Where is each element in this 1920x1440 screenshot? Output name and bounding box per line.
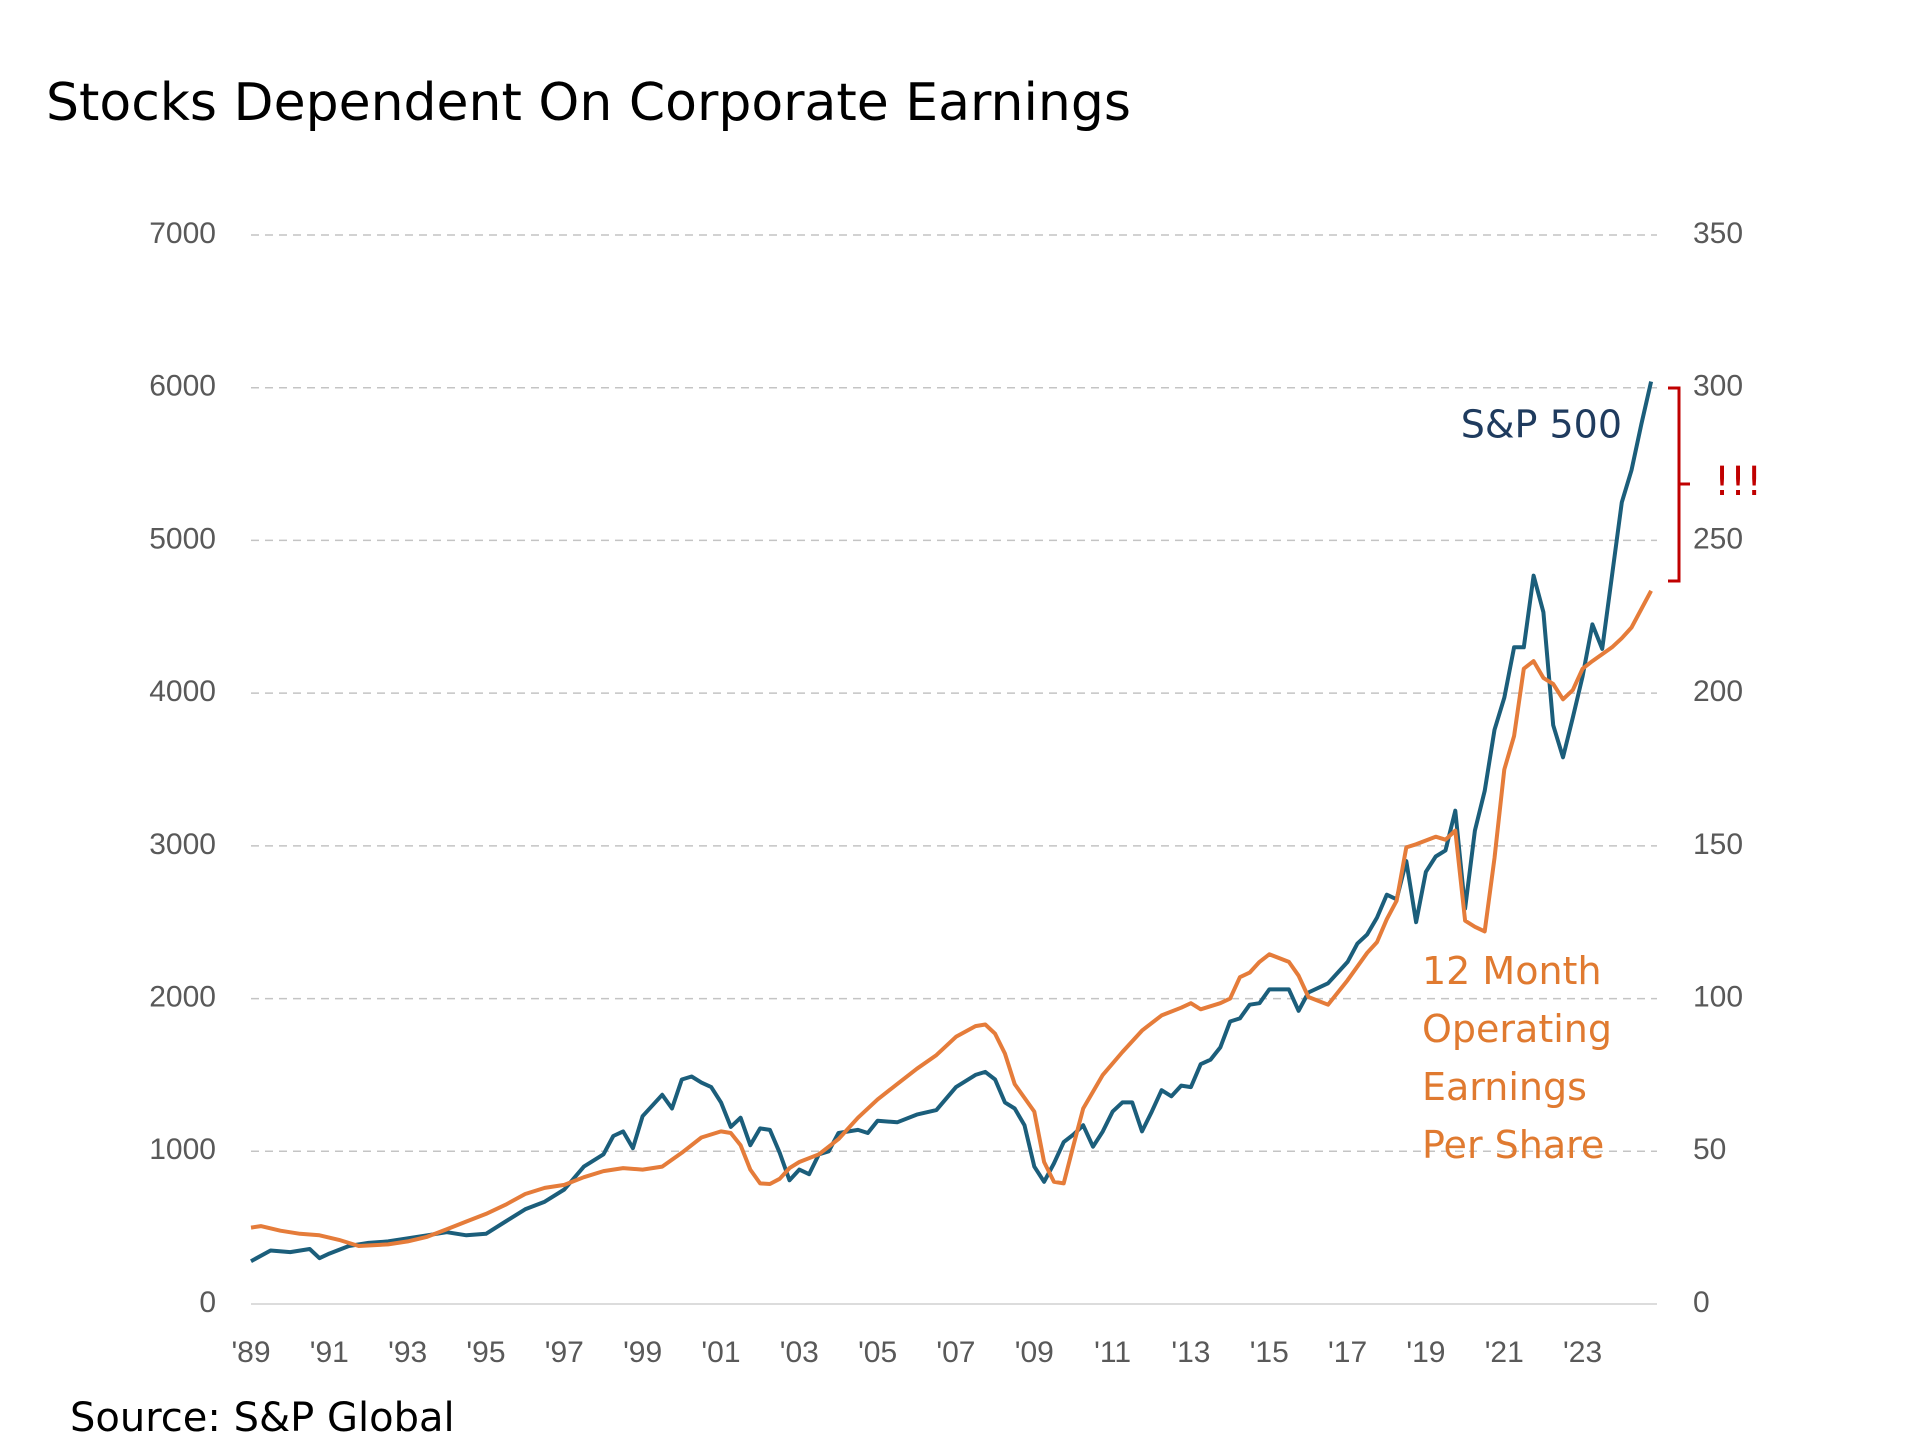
x-tick-label: '93 bbox=[388, 1336, 427, 1369]
x-tick-label: '15 bbox=[1250, 1336, 1289, 1369]
x-tick-label: '23 bbox=[1563, 1336, 1602, 1369]
x-tick-label: '97 bbox=[545, 1336, 584, 1369]
x-tick-label: '91 bbox=[310, 1336, 349, 1369]
x-tick-label: '09 bbox=[1015, 1336, 1054, 1369]
y2-tick-label: 250 bbox=[1693, 522, 1743, 555]
y2-tick-label: 150 bbox=[1693, 828, 1743, 861]
x-tick-label: '95 bbox=[466, 1336, 505, 1369]
x-tick-label: '21 bbox=[1485, 1336, 1524, 1369]
y2-tick-label: 300 bbox=[1693, 370, 1743, 403]
y2-tick-label: 350 bbox=[1693, 217, 1743, 250]
y-tick-label: 3000 bbox=[149, 828, 216, 861]
x-tick-label: '05 bbox=[858, 1336, 897, 1369]
x-tick-label: '99 bbox=[623, 1336, 662, 1369]
x-tick-label: '03 bbox=[780, 1336, 819, 1369]
y2-tick-label: 200 bbox=[1693, 675, 1743, 708]
y-tick-label: 0 bbox=[199, 1286, 216, 1319]
x-tick-label: '17 bbox=[1328, 1336, 1367, 1369]
gap-bracket bbox=[1668, 386, 1690, 583]
plot-area: 0 1000 2000 3000 4000 5000 6000 7000 0 50 100 150 20… bbox=[149, 217, 1743, 1369]
x-tick-label: '19 bbox=[1406, 1336, 1445, 1369]
x-tick-label: '89 bbox=[231, 1336, 270, 1369]
chart-title: Stocks Dependent On Corporate Earnings bbox=[46, 73, 1131, 133]
x-tick-label: '01 bbox=[701, 1336, 740, 1369]
y-tick-label: 5000 bbox=[149, 522, 216, 555]
series-label: S&P 500 bbox=[1461, 403, 1622, 447]
annotation: !!! bbox=[1714, 459, 1762, 505]
series-label: 12 Month Operating Earnings Per Share bbox=[1422, 949, 1612, 1167]
x-tick-label: '07 bbox=[936, 1336, 975, 1369]
y-tick-label: 2000 bbox=[149, 980, 216, 1013]
y2-tick-label: 50 bbox=[1693, 1133, 1726, 1166]
x-tick-label: '11 bbox=[1094, 1336, 1131, 1369]
source-note: Source: S&P Global bbox=[70, 1395, 455, 1440]
y-tick-label: 7000 bbox=[149, 217, 216, 250]
series-line bbox=[250, 589, 1653, 1248]
x-tick-label: '13 bbox=[1171, 1336, 1210, 1369]
y2-tick-label: 100 bbox=[1693, 980, 1743, 1013]
y2-tick-label: 0 bbox=[1693, 1286, 1710, 1319]
y-tick-label: 1000 bbox=[149, 1133, 216, 1166]
y-tick-label: 4000 bbox=[149, 675, 216, 708]
y-tick-label: 6000 bbox=[149, 370, 216, 403]
